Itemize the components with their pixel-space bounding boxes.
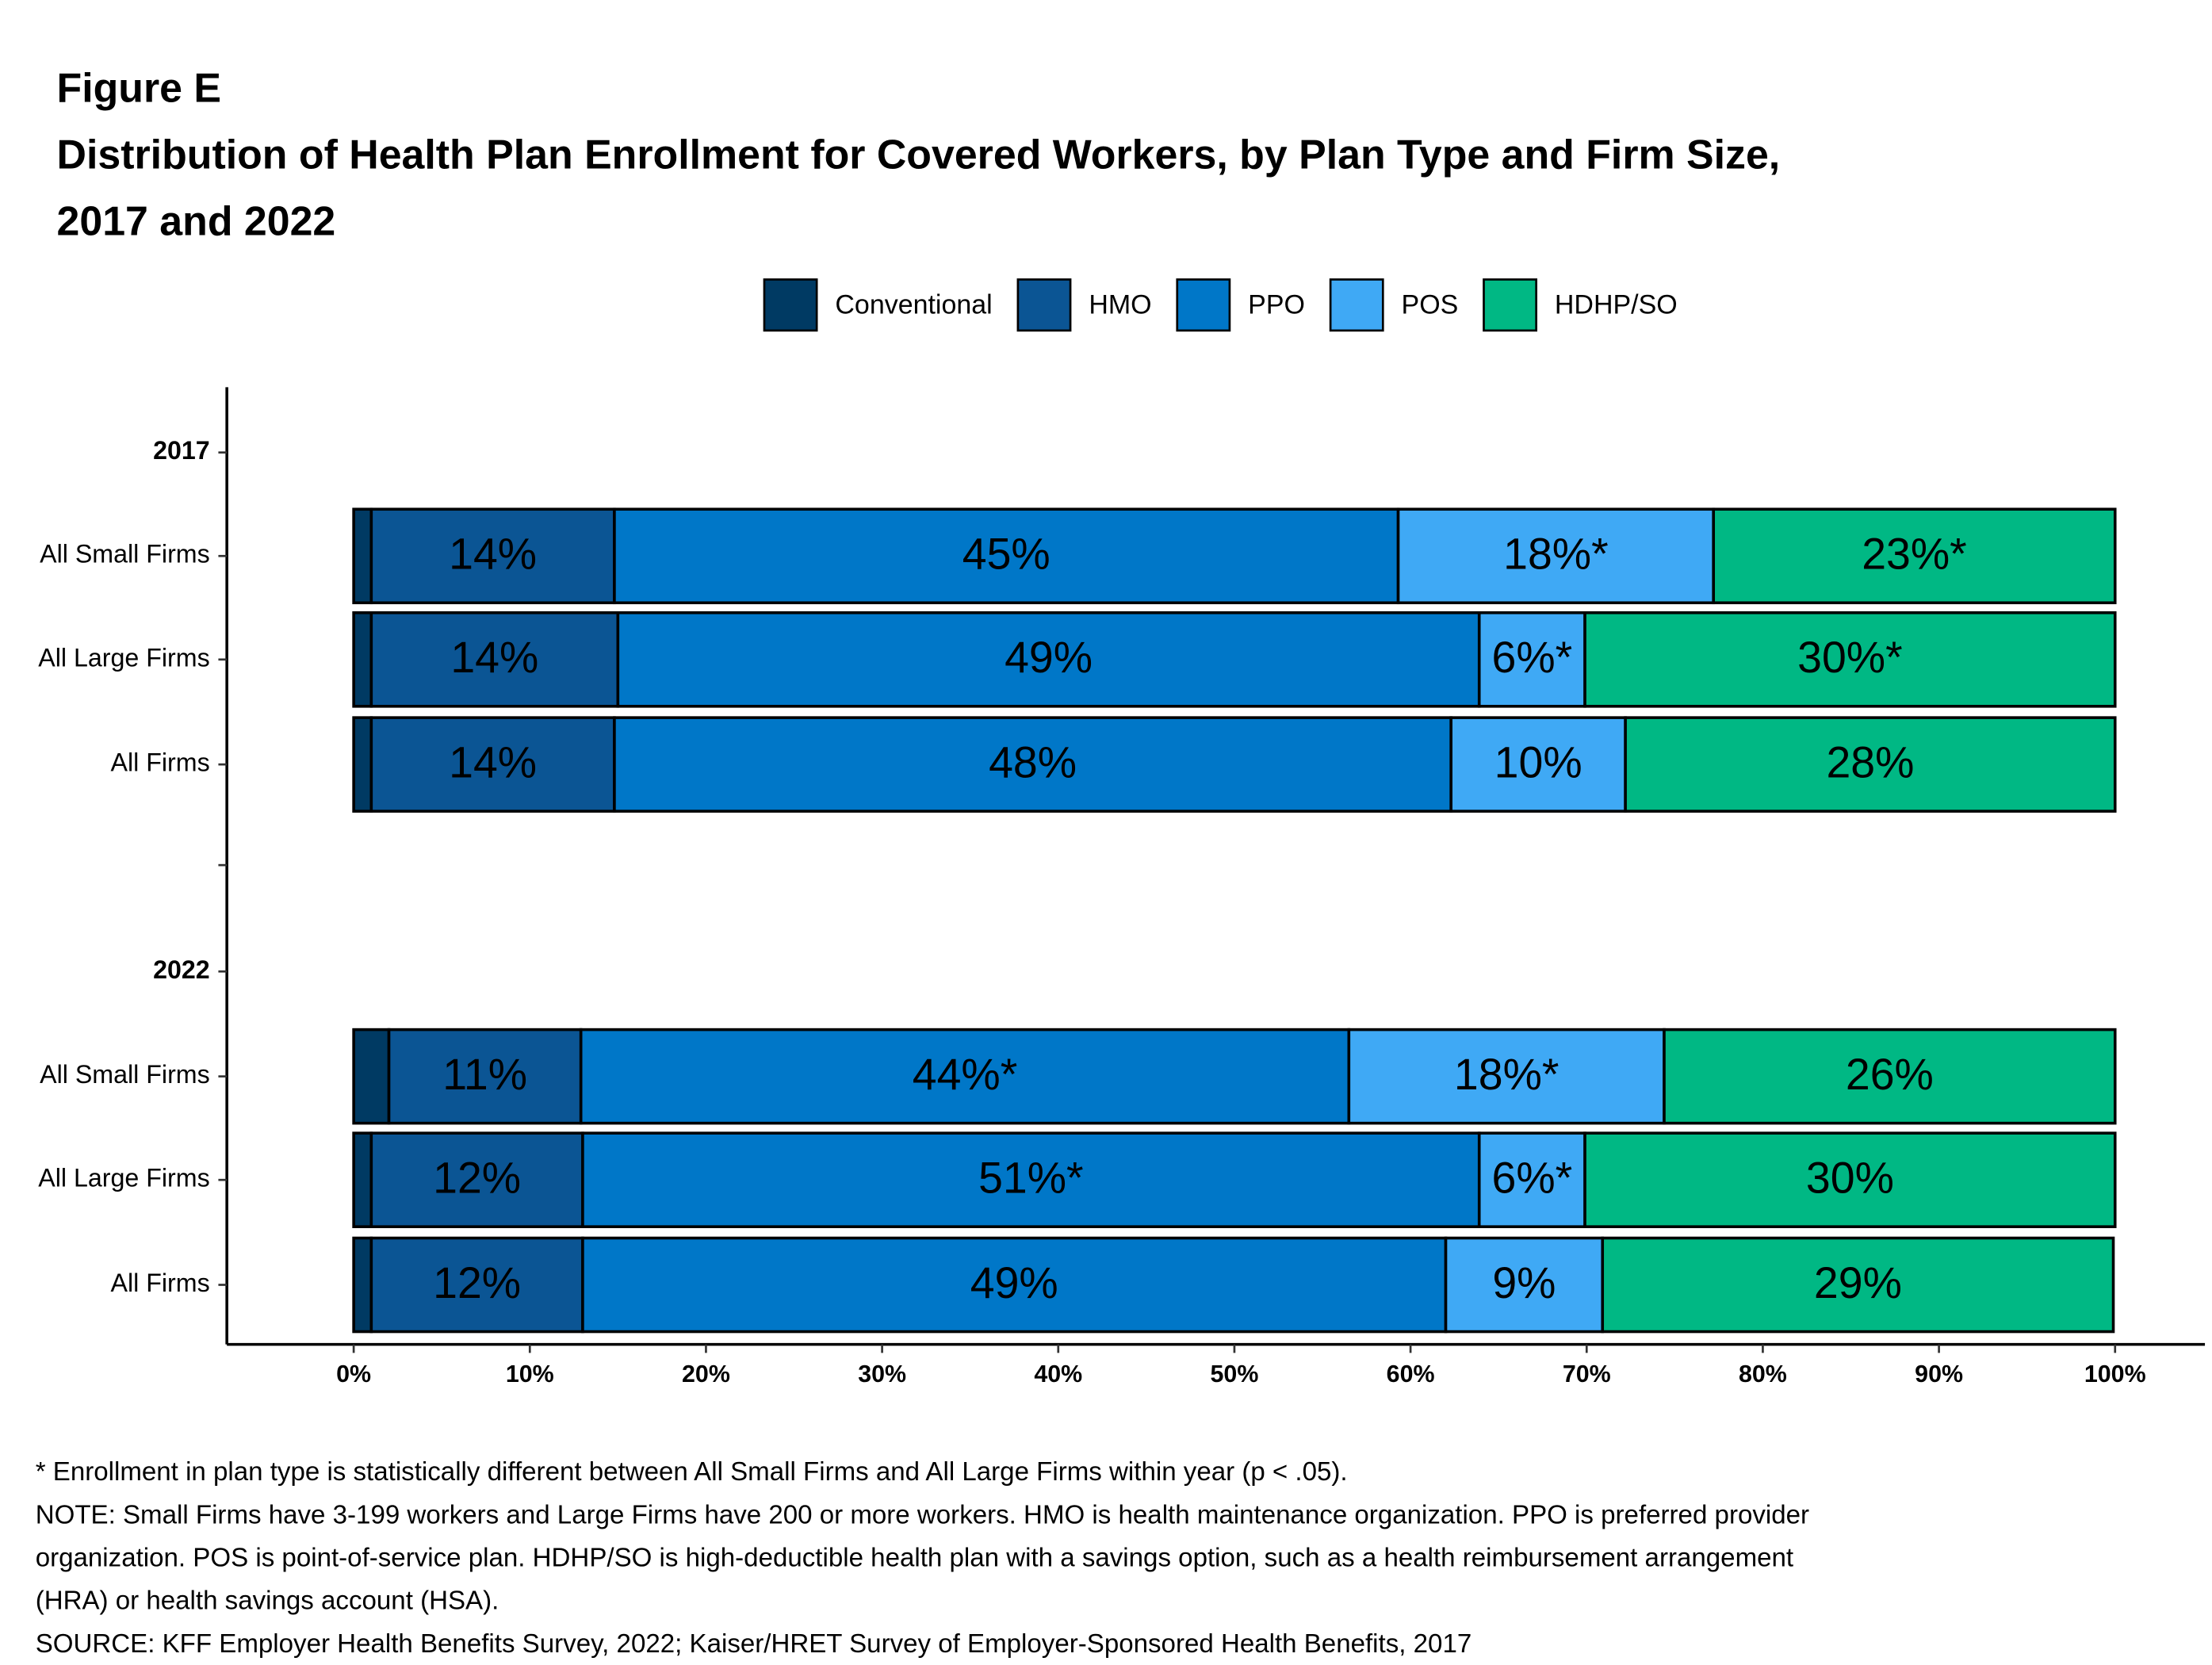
bar-segment — [369, 611, 620, 708]
value-label: 49% — [970, 1258, 1058, 1307]
bar-segment — [579, 1028, 1351, 1125]
x-tick-label: 90% — [1915, 1361, 1963, 1388]
bar-segment — [1477, 611, 1586, 708]
value-label: 18%* — [1454, 1050, 1559, 1099]
x-tick-label: 10% — [506, 1361, 554, 1388]
value-label: 29% — [1814, 1258, 1902, 1307]
x-tick-label: 20% — [682, 1361, 730, 1388]
footnote: * Enrollment in plan type is statistical… — [36, 1457, 1348, 1487]
value-label: 49% — [1005, 633, 1093, 682]
bar-segment — [613, 716, 1452, 813]
group-label: 2022 — [153, 955, 210, 984]
y-tick-label: All Large Firms — [38, 1164, 209, 1192]
x-tick-label: 50% — [1211, 1361, 1259, 1388]
legend-swatch — [1176, 278, 1231, 332]
bar-segment — [581, 1131, 1481, 1228]
footnote: (HRA) or health savings account (HSA). — [36, 1587, 499, 1616]
legend-label: POS — [1402, 289, 1459, 320]
chart-subtitle: Distribution of Health Plan Enrollment f… — [57, 131, 1781, 177]
x-tick-label: 70% — [1563, 1361, 1611, 1388]
value-label: 12% — [433, 1154, 521, 1203]
bar-segment — [1449, 716, 1627, 813]
value-label: 23%* — [1862, 530, 1967, 579]
value-label: 6%* — [1492, 633, 1573, 682]
value-label: 30%* — [1797, 633, 1903, 682]
bar-segment — [352, 716, 373, 813]
value-label: 12% — [433, 1258, 521, 1307]
bar-segment — [1583, 1131, 2117, 1228]
chart-subtitle: 2017 and 2022 — [57, 197, 336, 243]
y-tick-label: All Firms — [111, 748, 210, 777]
bar-segment — [369, 716, 616, 813]
bar-segment — [369, 1236, 584, 1334]
bar-segment — [1624, 716, 2117, 813]
legend-label: HMO — [1089, 289, 1151, 320]
value-label: 51%* — [978, 1154, 1084, 1203]
footnote: SOURCE: KFF Employer Health Benefits Sur… — [36, 1629, 1472, 1659]
bar-segment — [1601, 1236, 2115, 1334]
value-label: 14% — [449, 530, 537, 579]
legend-swatch — [1329, 278, 1384, 332]
value-label: 48% — [989, 738, 1077, 787]
value-label: 30% — [1806, 1154, 1894, 1203]
bar-segment — [387, 1028, 583, 1125]
bar-segment — [369, 1131, 584, 1228]
bar-segment — [581, 1236, 1448, 1334]
value-label: 28% — [1826, 738, 1914, 787]
x-tick-label: 100% — [2084, 1361, 2146, 1388]
bar-segment — [352, 1028, 391, 1125]
bar-segment — [352, 611, 373, 708]
y-tick-label: All Large Firms — [38, 643, 209, 672]
x-tick-label: 80% — [1739, 1361, 1787, 1388]
x-tick-label: 40% — [1034, 1361, 1082, 1388]
x-tick-label: 0% — [336, 1361, 371, 1388]
bar-segment — [369, 507, 616, 605]
y-tick-label: All Small Firms — [40, 1060, 210, 1089]
group-label: 2017 — [153, 436, 210, 465]
x-tick-label: 60% — [1387, 1361, 1435, 1388]
bar-segment — [1712, 507, 2117, 605]
value-label: 18%* — [1503, 530, 1609, 579]
value-label: 26% — [1846, 1050, 1934, 1099]
bar-segment — [1444, 1236, 1605, 1334]
legend-label: PPO — [1248, 289, 1305, 320]
bar-segment — [352, 507, 373, 605]
value-label: 44%* — [913, 1050, 1018, 1099]
legend-swatch — [763, 278, 818, 332]
bar-segment — [1663, 1028, 2117, 1125]
legend-label: Conventional — [835, 289, 992, 320]
bar-segment — [352, 1131, 373, 1228]
legend-swatch — [1016, 278, 1072, 332]
footnote: organization. POS is point-of-service pl… — [36, 1543, 1793, 1572]
value-label: 6%* — [1492, 1154, 1573, 1203]
chart-title: Figure E — [57, 64, 221, 110]
legend-label: HDHP/SO — [1555, 289, 1678, 320]
value-label: 14% — [449, 738, 537, 787]
bar-segment — [1477, 1131, 1586, 1228]
legend-swatch — [1483, 278, 1538, 332]
bar-segment — [1583, 611, 2117, 708]
bar-segment — [616, 611, 1481, 708]
bar-segment — [352, 1236, 373, 1334]
value-label: 45% — [962, 530, 1051, 579]
value-label: 14% — [450, 633, 538, 682]
value-label: 9% — [1492, 1258, 1556, 1307]
value-label: 10% — [1494, 738, 1582, 787]
y-tick-label: All Firms — [111, 1269, 210, 1297]
footnote: NOTE: Small Firms have 3-199 workers and… — [36, 1500, 1809, 1529]
y-tick-label: All Small Firms — [40, 540, 210, 568]
value-label: 11% — [442, 1050, 527, 1099]
x-tick-label: 30% — [858, 1361, 906, 1388]
bar-segment — [1396, 507, 1716, 605]
